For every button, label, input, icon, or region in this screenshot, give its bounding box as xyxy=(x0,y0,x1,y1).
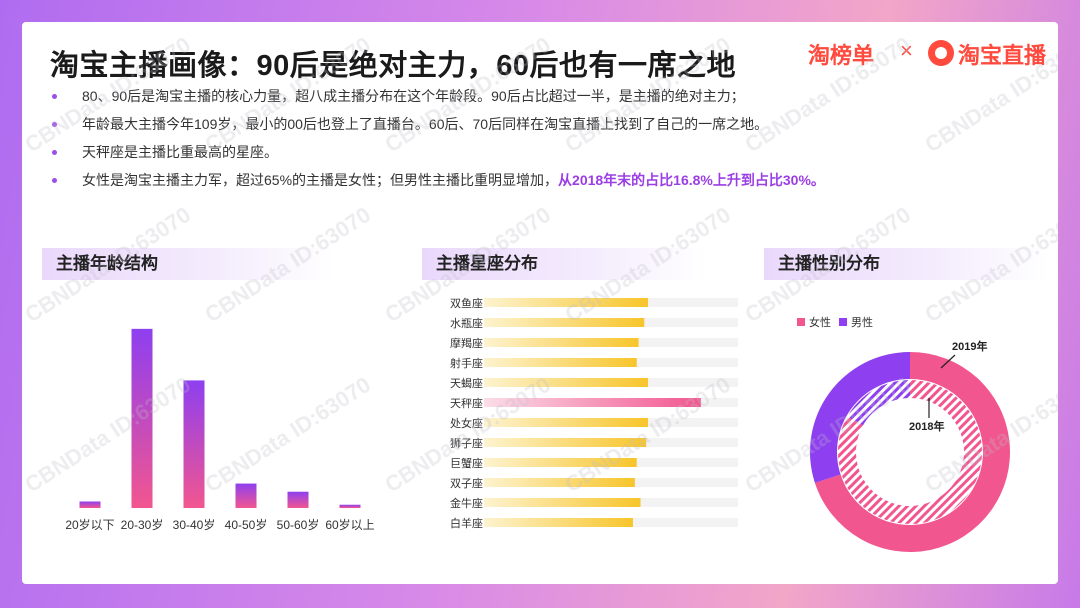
gender-section-title: 主播性别分布 xyxy=(764,248,1048,280)
age-bar xyxy=(235,483,257,508)
constellation-label: 摩羯座 xyxy=(450,336,483,350)
constellation-bar xyxy=(484,378,649,387)
constellation-bar xyxy=(484,398,701,407)
slide-card: 淘宝主播画像：90后是绝对主力，60后也有一席之地 淘榜单 × 淘宝直播 80、… xyxy=(22,22,1058,584)
bullet-item: 年龄最大主播今年109岁，最小的00后也登上了直播台。60后、70后同样在淘宝直… xyxy=(48,114,1048,142)
constellation-bar xyxy=(484,318,645,327)
bullet-item: 80、90后是淘宝主播的核心力量，超八成主播分布在这个年龄段。90后占比超过一半… xyxy=(48,86,1048,114)
age-category-label: 20-30岁 xyxy=(121,517,164,532)
legend-swatch xyxy=(839,318,847,326)
constellation-label: 狮子座 xyxy=(450,436,483,450)
series-label-inner: 2018年 xyxy=(909,419,944,433)
age-category-label: 50-60岁 xyxy=(277,517,320,532)
legend-label: 男性 xyxy=(851,315,873,329)
age-bar xyxy=(339,504,361,508)
donut-slice-inner xyxy=(847,380,910,426)
taobao-live-icon xyxy=(928,40,954,66)
series-label-outer: 2019年 xyxy=(952,339,987,353)
constellation-bar xyxy=(484,478,635,487)
age-bar xyxy=(287,491,309,508)
legend-swatch xyxy=(797,318,805,326)
constellation-bar xyxy=(484,358,637,367)
age-bar xyxy=(79,501,101,508)
constellation-bar xyxy=(484,518,633,527)
constellation-section-title: 主播星座分布 xyxy=(422,248,706,280)
constellation-label: 双鱼座 xyxy=(450,296,483,310)
age-bar xyxy=(131,328,153,508)
taobangdan-logo: 淘榜单 xyxy=(808,43,875,68)
constellation-label: 处女座 xyxy=(450,416,483,430)
donut-slice-outer xyxy=(810,352,910,483)
constellation-label: 天秤座 xyxy=(450,396,483,410)
constellation-bar xyxy=(484,458,637,467)
constellation-bar xyxy=(484,338,639,347)
summary-bullets: 80、90后是淘宝主播的核心力量，超八成主播分布在这个年龄段。90后占比超过一半… xyxy=(48,86,1048,198)
annotation-arrow xyxy=(940,354,956,369)
bullet-item: 天秤座是主播比重最高的星座。 xyxy=(48,142,1048,170)
constellation-label: 射手座 xyxy=(450,356,483,370)
age-category-label: 20岁以下 xyxy=(65,517,114,532)
constellation-label: 巨蟹座 xyxy=(450,456,483,470)
page-title: 淘宝主播画像：90后是绝对主力，60后也有一席之地 xyxy=(50,50,737,82)
constellation-label: 水瓶座 xyxy=(450,316,483,330)
gender-donut-chart: 女性 男性 2019年 2018年 xyxy=(797,315,1010,552)
legend-label: 女性 xyxy=(809,315,831,329)
constellation-label: 白羊座 xyxy=(450,516,483,530)
age-category-label: 40-50岁 xyxy=(225,517,268,532)
logo-separator: × xyxy=(900,38,913,63)
age-section-title: 主播年龄结构 xyxy=(42,248,336,280)
bullet-highlight: 从2018年末的占比16.8%上升到占比30%。 xyxy=(558,172,825,188)
taobao-live-logo: 淘宝直播 xyxy=(958,43,1047,68)
age-bar xyxy=(183,380,205,508)
constellation-bar xyxy=(484,438,647,447)
brand-logos: 淘榜单 × 淘宝直播 xyxy=(808,36,1048,72)
bullet-text: 女性是淘宝主播主力军，超过65%的主播是女性；但男性主播比重明显增加， xyxy=(82,172,559,188)
constellation-bar xyxy=(484,498,641,507)
constellation-label: 天蝎座 xyxy=(450,376,483,390)
constellation-bar xyxy=(484,418,649,427)
age-category-label: 30-40岁 xyxy=(173,517,216,532)
age-category-label: 60岁以上 xyxy=(325,517,374,532)
constellation-bar xyxy=(484,298,649,307)
age-bar-chart: 20岁以下 20-30岁 30-40岁 40-50岁 50-60岁 60岁以上 xyxy=(65,328,375,532)
constellation-label: 金牛座 xyxy=(450,496,483,510)
constellation-label: 双子座 xyxy=(450,476,483,490)
bullet-item: 女性是淘宝主播主力军，超过65%的主播是女性；但男性主播比重明显增加，从2018… xyxy=(48,170,1048,198)
